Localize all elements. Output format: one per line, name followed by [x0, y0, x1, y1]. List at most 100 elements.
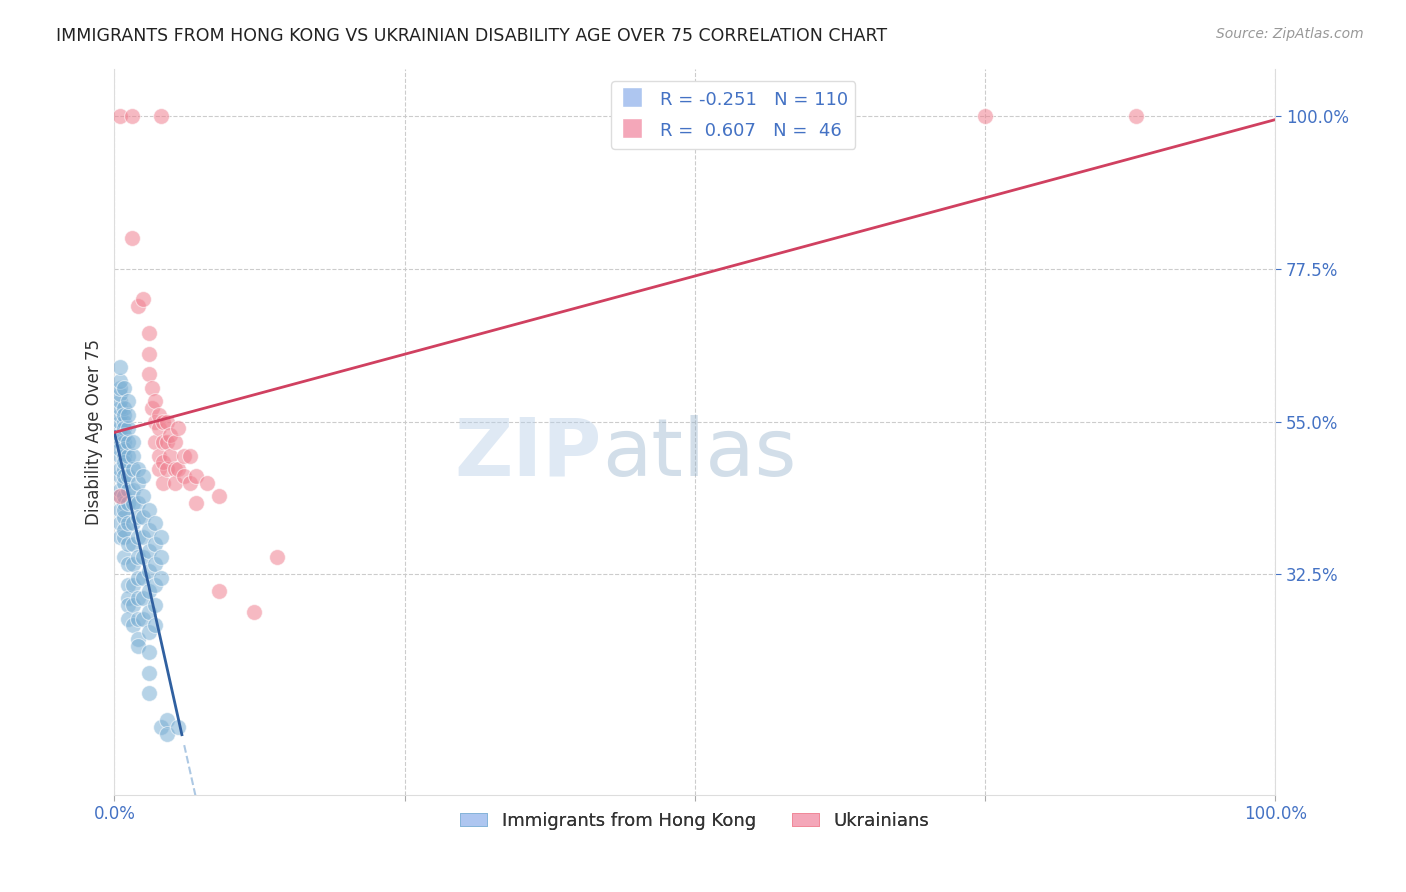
Point — [127, 509, 149, 524]
Y-axis label: Disability Age Over 75: Disability Age Over 75 — [86, 339, 103, 524]
Point — [127, 475, 149, 490]
Point — [156, 727, 179, 741]
Point — [184, 496, 207, 510]
Point — [138, 564, 160, 578]
Point — [138, 686, 160, 700]
Point — [127, 591, 149, 606]
Point — [122, 537, 145, 551]
Point — [110, 503, 132, 517]
Point — [117, 434, 139, 449]
Point — [121, 109, 143, 123]
Point — [127, 571, 149, 585]
Point — [117, 421, 139, 435]
Point — [112, 415, 135, 429]
Point — [110, 374, 132, 388]
Point — [143, 537, 166, 551]
Point — [110, 489, 132, 503]
Point — [152, 455, 174, 469]
Point — [112, 434, 135, 449]
Point — [143, 558, 166, 572]
Point — [132, 611, 155, 625]
Point — [179, 475, 201, 490]
Point — [117, 469, 139, 483]
Point — [127, 550, 149, 565]
Point — [141, 401, 163, 415]
Point — [110, 530, 132, 544]
Point — [127, 299, 149, 313]
Point — [167, 421, 190, 435]
Point — [112, 509, 135, 524]
Point — [138, 584, 160, 599]
Point — [110, 387, 132, 401]
Point — [148, 449, 170, 463]
Point — [138, 625, 160, 640]
Point — [132, 571, 155, 585]
Point — [110, 469, 132, 483]
Point — [110, 516, 132, 531]
Legend: Immigrants from Hong Kong, Ukrainians: Immigrants from Hong Kong, Ukrainians — [453, 805, 936, 837]
Point — [117, 483, 139, 497]
Point — [242, 605, 264, 619]
Point — [974, 109, 997, 123]
Point — [117, 591, 139, 606]
Point — [143, 415, 166, 429]
Point — [143, 618, 166, 632]
Point — [112, 401, 135, 415]
Point — [148, 421, 170, 435]
Point — [127, 530, 149, 544]
Point — [112, 550, 135, 565]
Point — [127, 611, 149, 625]
Point — [266, 550, 288, 565]
Point — [143, 598, 166, 612]
Point — [167, 720, 190, 734]
Point — [127, 632, 149, 646]
Point — [173, 469, 195, 483]
Point — [163, 475, 186, 490]
Point — [156, 415, 179, 429]
Point — [122, 558, 145, 572]
Point — [110, 394, 132, 409]
Point — [110, 401, 132, 415]
Point — [1125, 109, 1147, 123]
Point — [117, 516, 139, 531]
Point — [127, 496, 149, 510]
Point — [156, 462, 179, 476]
Point — [110, 489, 132, 503]
Point — [127, 462, 149, 476]
Point — [149, 109, 172, 123]
Point — [121, 231, 143, 245]
Point — [156, 434, 179, 449]
Point — [110, 428, 132, 442]
Point — [110, 434, 132, 449]
Point — [132, 469, 155, 483]
Point — [112, 442, 135, 456]
Point — [122, 618, 145, 632]
Text: IMMIGRANTS FROM HONG KONG VS UKRAINIAN DISABILITY AGE OVER 75 CORRELATION CHART: IMMIGRANTS FROM HONG KONG VS UKRAINIAN D… — [56, 27, 887, 45]
Point — [112, 523, 135, 537]
Point — [110, 442, 132, 456]
Point — [122, 449, 145, 463]
Point — [110, 360, 132, 375]
Point — [110, 109, 132, 123]
Point — [112, 469, 135, 483]
Point — [117, 598, 139, 612]
Point — [149, 530, 172, 544]
Point — [112, 489, 135, 503]
Point — [143, 434, 166, 449]
Point — [138, 367, 160, 381]
Point — [127, 639, 149, 653]
Point — [138, 645, 160, 659]
Point — [132, 489, 155, 503]
Point — [110, 462, 132, 476]
Point — [132, 293, 155, 307]
Point — [167, 462, 190, 476]
Text: ZIP: ZIP — [454, 415, 602, 492]
Point — [152, 434, 174, 449]
Point — [195, 475, 218, 490]
Text: Source: ZipAtlas.com: Source: ZipAtlas.com — [1216, 27, 1364, 41]
Point — [143, 394, 166, 409]
Point — [138, 605, 160, 619]
Point — [110, 415, 132, 429]
Point — [112, 455, 135, 469]
Point — [110, 483, 132, 497]
